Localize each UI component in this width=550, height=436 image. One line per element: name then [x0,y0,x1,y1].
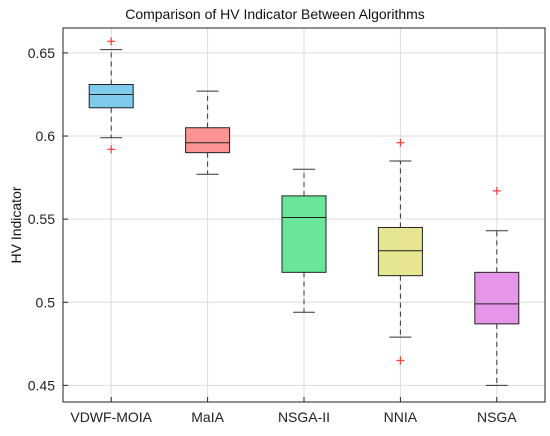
y-axis-label: HV Indicator [8,186,24,263]
y-tick-label: 0.5 [36,294,56,310]
x-tick-label: NSGA-II [278,409,330,425]
iqr-box [377,226,423,277]
iqr-box [185,127,231,154]
chart-title: Comparison of HV Indicator Between Algor… [125,6,425,22]
box-nsga-ii [281,168,327,313]
box-nnia [377,138,423,365]
outlier-marker [396,138,405,147]
box-maia [185,90,231,175]
y-tick-label: 0.65 [28,45,55,61]
outlier-marker [107,145,116,154]
outlier-marker [107,37,116,46]
box-vdwf-moia [88,37,134,154]
outlier-marker [492,186,501,195]
x-tick-label: NNIA [384,409,418,425]
y-tick-label: 0.6 [36,128,56,144]
x-tick-label: NSGA [477,409,517,425]
axis-ticks: 0.45 0.5 0.55 0.6 0.65 VDWF-MOIA MaIA NSGA-II NN… [28,45,518,425]
x-tick-label: MaIA [191,409,224,425]
x-tick-label: VDWF-MOIA [70,409,152,425]
iqr-box [281,195,327,273]
y-tick-label: 0.55 [28,211,55,227]
boxes-group [88,37,520,386]
outlier-marker [396,356,405,365]
box-nsga [474,186,520,386]
iqr-box [474,271,520,325]
iqr-box [88,84,134,109]
y-tick-label: 0.45 [28,377,55,393]
